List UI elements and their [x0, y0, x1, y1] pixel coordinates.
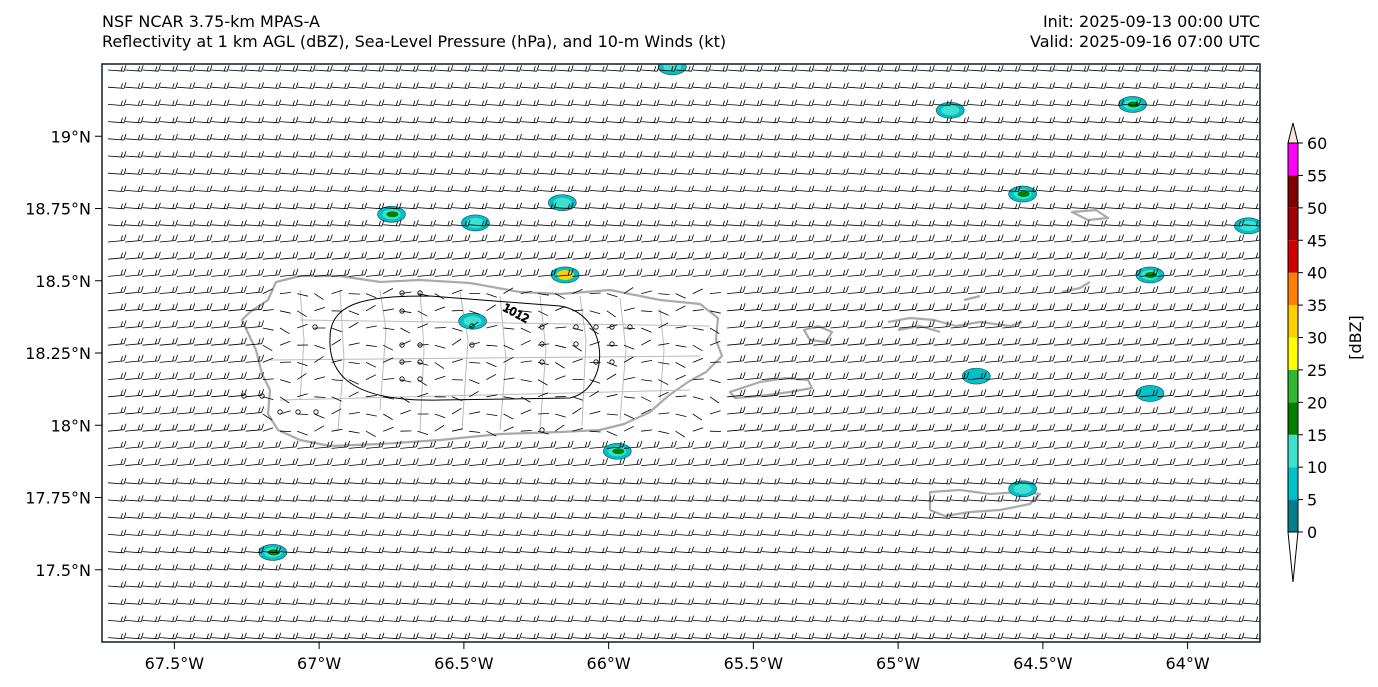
echo-cell: [1234, 217, 1260, 235]
calm-wind-circle: [539, 359, 545, 365]
echo-cell: [1008, 185, 1037, 203]
calm-wind-circle: [573, 341, 579, 347]
colorbar-tick-label: 5: [1307, 491, 1317, 510]
colorbar-segment: [1288, 207, 1298, 241]
colorbar-tick-label: 60: [1307, 134, 1327, 153]
echo-cell: [548, 194, 577, 212]
map-background: [102, 64, 1260, 642]
lon-tick-label: 65.5°W: [724, 654, 784, 673]
colorbar-segment: [1288, 143, 1298, 176]
anegada-coast: [1070, 208, 1110, 222]
colorbar-segment: [1288, 499, 1298, 532]
longitude-axis: 67.5°W 67°W 66.5°W 66°W 65.5°W 65°W 64.5°W 64°W: [145, 642, 1210, 673]
colorbar-segment: [1288, 434, 1298, 468]
calm-wind-circle: [417, 290, 423, 296]
vieques-coast: [728, 376, 814, 400]
colorbar-extend-bottom: [1287, 531, 1299, 583]
time-block: Init: 2025-09-13 00:00 UTC Valid: 2025-0…: [1030, 12, 1260, 52]
lon-tick-label: 66.5°W: [434, 654, 494, 673]
coastlines: [240, 208, 1110, 518]
isobar-1012: [329, 295, 601, 401]
echo-cell: [550, 266, 580, 284]
echo-cell: [935, 101, 965, 119]
colorbar-tick-label: 10: [1307, 458, 1327, 477]
calm-wind-circle: [417, 359, 423, 365]
lon-tick-label: 65°W: [876, 654, 920, 673]
colorbar-tick-label: 55: [1307, 166, 1327, 185]
lon-tick-label: 64°W: [1166, 654, 1210, 673]
lon-tick-label: 67°W: [297, 654, 341, 673]
colorbar: 0 5 10 15 20 25 30 35 40 45 50 55 60 [dBZ]: [1287, 122, 1365, 583]
colorbar-tick-label: 30: [1307, 329, 1327, 348]
colorbar-tick-label: 15: [1307, 426, 1327, 445]
culebra-coast: [802, 324, 834, 344]
calm-wind-circle: [593, 324, 599, 330]
init-time: Init: 2025-09-13 00:00 UTC: [1042, 12, 1260, 31]
calm-wind-circles: [241, 290, 633, 433]
colorbar-tick-label: 0: [1307, 523, 1317, 542]
lon-tick-label: 66°W: [587, 654, 631, 673]
wind-barb-field: [107, 65, 1260, 640]
calm-wind-circle: [593, 359, 599, 365]
echo-cell: [1008, 480, 1037, 498]
map-panel: 1012: [101, 63, 1261, 643]
virgin-islands-coast: [887, 281, 1091, 334]
calm-wind-circle: [399, 376, 405, 382]
lon-tick-label: 67.5°W: [145, 654, 205, 673]
title-block: NSF NCAR 3.75-km MPAS-A Reflectivity at …: [102, 12, 726, 52]
colorbar-label: [dBZ]: [1346, 315, 1365, 360]
calm-wind-circle: [469, 323, 475, 329]
wind-barbs: [107, 65, 1260, 640]
colorbar-segment: [1288, 337, 1298, 370]
colorbar-segment: [1288, 272, 1298, 306]
colorbar-segment: [1288, 240, 1298, 273]
echo-cell: [603, 442, 632, 460]
colorbar-segment: [1288, 402, 1298, 435]
echo-cell: [1135, 385, 1165, 402]
colorbar-segment: [1288, 369, 1298, 403]
colorbar-segment: [1288, 467, 1298, 500]
puerto-rico-coast: [240, 274, 724, 448]
pr-municipal-lines: [269, 289, 711, 433]
valid-time: Valid: 2025-09-16 07:00 UTC: [1029, 32, 1260, 51]
echo-cell: [961, 367, 991, 385]
lat-tick-label: 18.75°N: [25, 200, 91, 219]
colorbar-segment: [1288, 305, 1298, 338]
st-croix-coast: [928, 488, 1042, 518]
colorbar-tick-label: 50: [1307, 199, 1327, 218]
lat-tick-label: 18.5°N: [35, 272, 91, 291]
lat-tick-label: 19°N: [51, 127, 91, 146]
lat-tick-label: 18.25°N: [25, 344, 91, 363]
fields-title: Reflectivity at 1 km AGL (dBZ), Sea-Leve…: [102, 32, 727, 51]
echo-cell: [1118, 96, 1147, 113]
echo-cell: [377, 205, 406, 223]
colorbar-tick-label: 25: [1307, 361, 1327, 380]
calm-wind-circle: [609, 341, 615, 347]
calm-wind-circle: [313, 409, 319, 415]
echo-cell: [1135, 266, 1165, 284]
latitude-axis: 19°N 18.75°N 18.5°N 18.25°N 18°N 17.75°N 17.5°…: [25, 127, 102, 580]
calm-wind-circle: [627, 324, 633, 330]
calm-wind-circle: [277, 409, 283, 415]
lat-tick-label: 18°N: [51, 416, 91, 435]
echo-cell: [458, 312, 487, 330]
calm-wind-circle: [399, 308, 405, 314]
colorbar-tick-label: 20: [1307, 393, 1327, 412]
calm-wind-circle: [241, 393, 247, 399]
colorbar-tick-label: 35: [1307, 296, 1327, 315]
calm-wind-circle: [399, 342, 405, 348]
lat-tick-label: 17.75°N: [25, 489, 91, 508]
model-title: NSF NCAR 3.75-km MPAS-A: [102, 12, 320, 31]
colorbar-extend-top: [1287, 122, 1299, 144]
lat-tick-label: 17.5°N: [35, 561, 91, 580]
calm-wind-circle: [539, 341, 545, 347]
lon-tick-label: 64.5°W: [1013, 654, 1073, 673]
colorbar-tick-label: 45: [1307, 231, 1327, 250]
calm-wind-circle: [312, 324, 318, 330]
colorbar-segment: [1288, 175, 1298, 208]
colorbar-tick-label: 40: [1307, 264, 1327, 283]
